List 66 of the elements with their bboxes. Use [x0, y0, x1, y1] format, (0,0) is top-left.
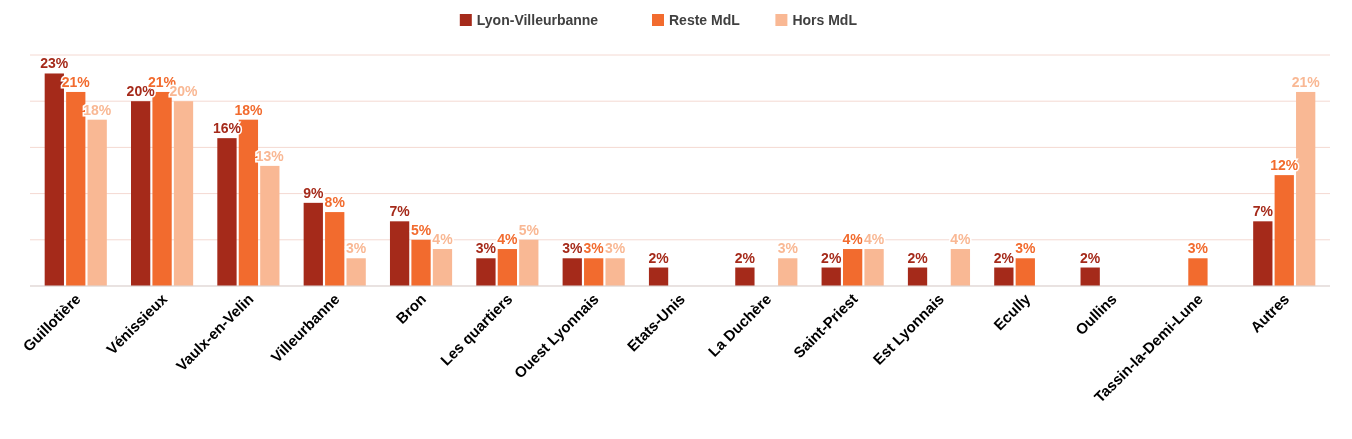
- data-label: 2%: [734, 249, 756, 266]
- legend-label: Hors MdL: [792, 12, 858, 28]
- bar: [411, 239, 431, 286]
- bar: [303, 202, 323, 286]
- data-label: 21%: [1291, 73, 1321, 90]
- data-label: 3%: [475, 240, 497, 257]
- data-label: 23%: [40, 55, 69, 72]
- bar: [346, 258, 366, 286]
- bar: [778, 258, 798, 286]
- data-label: 4%: [497, 231, 519, 248]
- bar: [1274, 175, 1294, 286]
- data-label: 2%: [907, 249, 929, 266]
- data-label: 3%: [1015, 240, 1036, 257]
- bar: [260, 165, 280, 286]
- data-label: 4%: [842, 231, 864, 248]
- data-label: 4%: [950, 231, 972, 248]
- data-label: 3%: [777, 240, 799, 257]
- data-label: 2%: [993, 249, 1015, 266]
- data-label: 5%: [410, 221, 432, 238]
- bar: [1296, 91, 1316, 286]
- bar: [44, 73, 64, 286]
- data-label: 7%: [389, 203, 411, 220]
- data-label: 18%: [234, 101, 263, 118]
- data-label: 3%: [604, 240, 626, 257]
- data-label: 3%: [346, 240, 367, 257]
- bar: [648, 267, 669, 286]
- data-label: 2%: [648, 249, 670, 266]
- bar: [476, 258, 496, 286]
- bar: [1188, 258, 1208, 286]
- bar: [1015, 258, 1035, 286]
- data-label: 8%: [324, 194, 346, 211]
- data-label: 4%: [863, 231, 885, 248]
- bar: [843, 249, 863, 286]
- data-label: 3%: [583, 240, 605, 257]
- bar: [950, 249, 971, 286]
- data-label: 12%: [1270, 157, 1299, 174]
- bar: [389, 221, 410, 286]
- bar: [584, 258, 604, 286]
- data-label: 3%: [562, 240, 583, 257]
- legend-label: Reste MdL: [669, 12, 741, 28]
- bar: [1080, 267, 1100, 286]
- legend-label: Lyon-Villeurbanne: [476, 12, 599, 28]
- bar: [994, 267, 1014, 286]
- data-label: 5%: [518, 221, 540, 238]
- bar: [325, 212, 345, 286]
- bar: [66, 91, 86, 286]
- bar: [605, 258, 625, 286]
- bar: [87, 119, 107, 286]
- bar: [497, 249, 517, 286]
- bar: [173, 101, 194, 286]
- bar: [217, 138, 237, 286]
- bar: [821, 267, 841, 286]
- data-label: 9%: [303, 184, 324, 201]
- data-label: 2%: [821, 249, 842, 266]
- bar: [131, 101, 151, 286]
- data-label: 2%: [1080, 249, 1101, 266]
- data-label: 3%: [1187, 240, 1209, 257]
- data-label: 4%: [432, 231, 454, 248]
- bar: [864, 249, 884, 286]
- bar: [1253, 221, 1273, 286]
- bar: [519, 239, 539, 286]
- bar: [562, 258, 582, 286]
- bar: [735, 267, 755, 286]
- bar: [907, 267, 928, 286]
- data-label: 7%: [1252, 203, 1274, 220]
- bar: [432, 249, 453, 286]
